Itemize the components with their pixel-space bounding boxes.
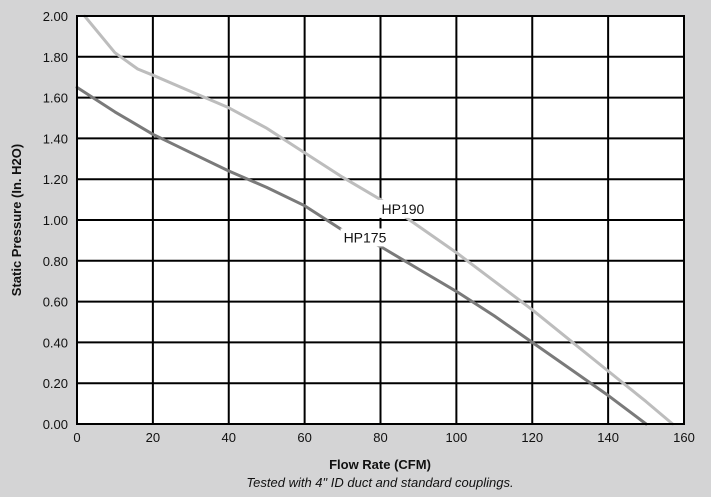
series-label-hp190: HP190 (382, 201, 425, 217)
series-line-hp190 (83, 14, 675, 426)
y-tick-label: 0.00 (43, 417, 68, 432)
y-tick-label: 1.20 (43, 172, 68, 187)
x-tick-labels: 0 20 40 60 80 100 120 140 160 (73, 430, 694, 445)
y-tick-label: 1.00 (43, 213, 68, 228)
series-label-bg (378, 199, 428, 218)
y-tick-label: 1.60 (43, 91, 68, 106)
x-tick-label: 80 (373, 430, 387, 445)
y-tick-label: 0.80 (43, 254, 68, 269)
x-tick-label: 100 (446, 430, 468, 445)
x-tick-label: 140 (597, 430, 619, 445)
x-tick-label: 20 (146, 430, 160, 445)
plot-frame (76, 15, 685, 425)
x-axis-title: Flow Rate (CFM) (329, 457, 431, 472)
y-axis-title: Static Pressure (In. H2O) (9, 144, 24, 296)
y-tick-label: 0.20 (43, 376, 68, 391)
y-tick-label: 0.40 (43, 335, 68, 350)
series-label-bg (340, 228, 390, 247)
y-tick-label: 2.00 (43, 9, 68, 24)
series-labels: HP190 HP175 (340, 199, 428, 247)
grid (77, 16, 684, 424)
x-tick-label: 160 (673, 430, 695, 445)
x-tick-label: 0 (73, 430, 80, 445)
chart-note: Tested with 4" ID duct and standard coup… (246, 475, 513, 490)
y-tick-label: 1.40 (43, 131, 68, 146)
x-tick-label: 120 (521, 430, 543, 445)
y-tick-label: 0.60 (43, 295, 68, 310)
series-label-hp175: HP175 (344, 229, 387, 245)
x-tick-label: 40 (222, 430, 236, 445)
y-tick-label: 1.80 (43, 50, 68, 65)
y-tick-labels: 0.00 0.20 0.40 0.60 0.80 1.00 1.20 1.40 1.60 1.80… (43, 9, 68, 432)
x-tick-label: 60 (297, 430, 311, 445)
